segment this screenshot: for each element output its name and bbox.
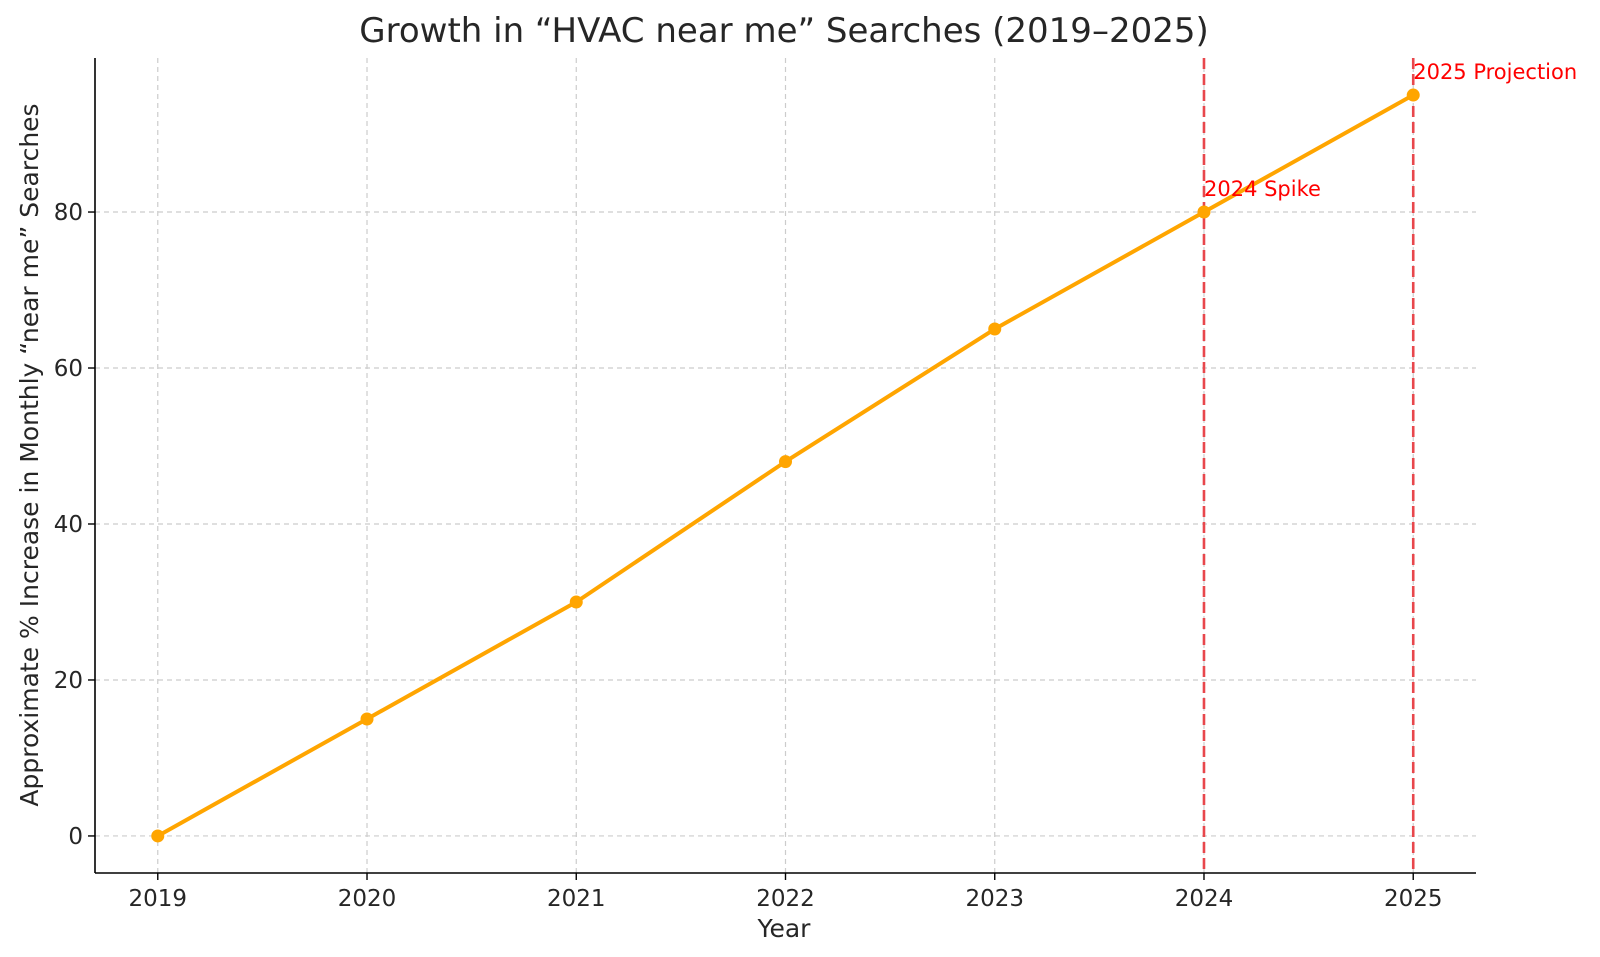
data-point-2019 xyxy=(151,829,165,843)
data-point-2020 xyxy=(360,712,374,726)
y-tick-label: 0 xyxy=(68,824,83,850)
axes-layer: 2019 2020 2021 2022 2023 2024 2025 0 20 40 60 80 xyxy=(54,58,1476,912)
annotation-2024: 2024 Spike xyxy=(1204,177,1321,201)
x-tick-label: 2024 xyxy=(1175,886,1234,912)
data-point-2023 xyxy=(988,322,1002,336)
annotation-2025: 2025 Projection xyxy=(1413,60,1577,84)
y-tick-label: 80 xyxy=(54,200,83,226)
x-tick-label: 2020 xyxy=(338,886,397,912)
x-tick-label: 2025 xyxy=(1384,886,1443,912)
data-point-2021 xyxy=(569,595,583,609)
x-axis-label: Year xyxy=(757,914,812,943)
data-point-2025 xyxy=(1406,88,1420,102)
x-tick-label: 2023 xyxy=(965,886,1024,912)
data-point-2024 xyxy=(1197,205,1211,219)
y-tick-label: 60 xyxy=(54,356,83,382)
data-point-2022 xyxy=(779,455,792,469)
y-tick-label: 40 xyxy=(54,512,83,538)
x-tick-label: 2022 xyxy=(756,886,815,912)
annotation-layer: 2024 Spike 2025 Projection xyxy=(1204,60,1577,201)
series-layer xyxy=(151,88,1420,843)
reference-lines xyxy=(1202,58,1415,873)
x-tick-label: 2021 xyxy=(547,886,606,912)
y-axis-label: Approximate % Increase in Monthly “near … xyxy=(15,103,44,806)
x-tick-label: 2019 xyxy=(128,886,187,912)
chart-title: Growth in “HVAC near me” Searches (2019–… xyxy=(359,11,1209,51)
y-tick-label: 20 xyxy=(54,668,83,694)
